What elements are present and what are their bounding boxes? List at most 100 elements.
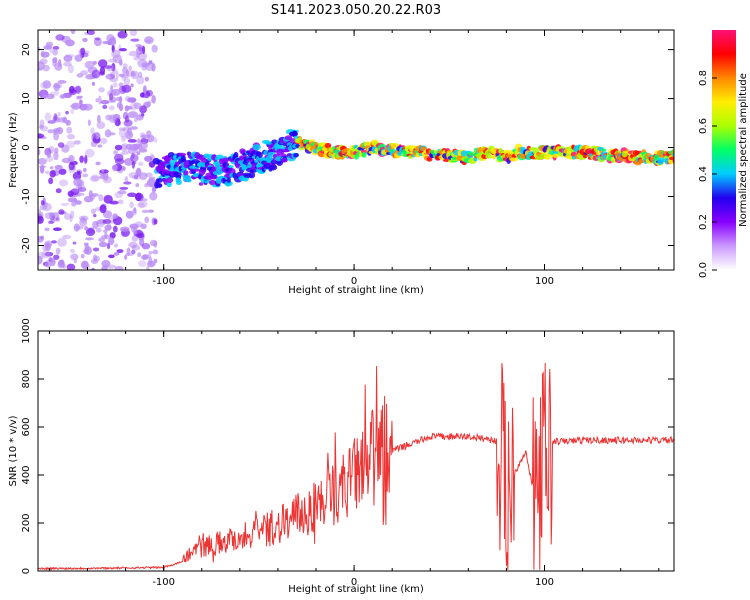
spectrogram-noise-point <box>96 114 101 124</box>
spectrogram-noise-point <box>125 252 135 257</box>
spectrogram-ridge-point <box>672 153 674 157</box>
spectrogram-noise-point <box>118 129 126 138</box>
spectrogram-noise-point <box>95 227 102 233</box>
spectrogram-noise-point <box>98 241 108 248</box>
spectrogram-noise-point <box>119 186 129 190</box>
spectrogram-noise-point <box>75 183 86 192</box>
spectrogram-noise-point <box>138 161 144 166</box>
spectrogram-noise-point <box>98 95 102 105</box>
spectrogram-noise-point <box>141 66 147 71</box>
spectrogram-noise-point <box>113 82 118 88</box>
spectrogram-noise-point <box>136 52 140 58</box>
spectrogram-noise-point <box>48 177 54 185</box>
spectrogram-noise-point <box>151 62 156 72</box>
spectrogram-noise-point <box>80 70 89 76</box>
spectrogram-noise-point <box>69 248 75 253</box>
spectrogram-noise-point <box>65 110 69 115</box>
spectrogram-noise-point <box>54 89 60 96</box>
spectrogram-noise-point <box>135 192 142 202</box>
spectrogram-noise-point <box>133 174 139 179</box>
spectrogram-noise-point <box>83 248 90 255</box>
spectrogram-noise-point <box>38 251 45 259</box>
spectrogram-noise-point <box>117 30 128 39</box>
spectrogram-noise-point <box>72 241 77 245</box>
spectrogram-noise-point <box>52 46 60 50</box>
spectrogram-noise-point <box>38 61 45 71</box>
spectrogram-ridge-point <box>509 157 519 162</box>
spectrogram-ridge-point <box>186 179 192 183</box>
spectrogram-noise-point <box>152 249 159 255</box>
spectrogram-ridge-point <box>485 154 493 159</box>
spectrogram-noise-point <box>87 30 95 36</box>
x-tick-label: 0 <box>351 276 357 287</box>
y-tick-label: 10 <box>21 92 32 105</box>
spectrogram-noise-point <box>151 94 156 104</box>
x-tick-label: 100 <box>535 577 554 588</box>
spectrogram-noise-point <box>137 52 148 61</box>
spectrogram-noise-point <box>153 137 158 144</box>
spectrogram-noise-point <box>136 76 145 85</box>
spectrogram-noise-point <box>67 133 76 140</box>
spectrogram-noise-point <box>128 172 138 179</box>
spectrogram-noise-point <box>84 154 88 164</box>
spectrogram-noise-point <box>141 242 151 250</box>
spectrogram-noise-point <box>52 58 57 67</box>
spectrogram-noise-point <box>147 209 155 213</box>
spectrogram-noise-point <box>38 236 44 243</box>
spectrogram-noise-point <box>130 38 140 42</box>
spectrogram-noise-point <box>103 194 113 204</box>
spectrogram-noise-point <box>49 91 55 99</box>
spectrogram-noise-point <box>93 37 102 47</box>
spectrogram-noise-point <box>114 191 124 199</box>
spectrogram-noise-point <box>123 119 133 127</box>
spectrogram-noise-point <box>93 132 100 140</box>
spectrogram-noise-point <box>60 202 70 206</box>
spectrogram-noise-point <box>142 45 146 55</box>
spectrogram-noise-point <box>133 226 138 235</box>
spectrogram-noise-point <box>123 181 132 185</box>
spectrogram-noise-point <box>53 131 60 141</box>
spectrogram-noise-point <box>74 54 83 62</box>
spectrogram-noise-point <box>136 46 144 55</box>
spectrogram-noise-point <box>108 105 115 111</box>
spectrogram-noise-point <box>92 60 97 65</box>
spectrogram-noise-point <box>114 158 125 165</box>
spectrogram-noise-point <box>112 68 119 74</box>
spectrogram-noise-point <box>113 243 119 248</box>
spectrogram-ridge-point <box>258 151 263 159</box>
spectrogram-noise-point <box>97 144 103 148</box>
spectrogram-noise-point <box>149 191 158 201</box>
spectrogram-ridge-point <box>198 169 206 176</box>
spectrogram-noise-point <box>137 71 143 78</box>
spectrogram-noise-point <box>63 54 73 62</box>
colorbar-ticks: 0.0 0.2 0.4 0.6 0.8 <box>698 70 717 278</box>
spectrogram-noise-point <box>47 152 51 158</box>
spectrogram-noise-point <box>131 235 139 242</box>
spectrogram-ridge-point <box>292 130 298 136</box>
spectrogram-noise-point <box>80 260 89 270</box>
spectrogram-noise-point <box>57 79 67 84</box>
y-tick-label: 1000 <box>21 318 32 343</box>
spectrogram-noise-point <box>55 34 65 41</box>
snr-series-line <box>38 362 674 571</box>
spectrogram-noise-point <box>120 144 128 152</box>
spectrogram-noise-point <box>118 127 126 131</box>
spectrogram-noise-point <box>58 59 62 68</box>
spectrogram-noise-point <box>109 77 118 82</box>
spectrogram-noise-point <box>115 72 119 80</box>
spectrogram-noise-point <box>49 120 54 124</box>
spectrogram-noise-point <box>124 105 130 112</box>
spectrogram-noise-point <box>138 141 148 150</box>
spectrogram-ridge-point <box>175 179 182 186</box>
spectrogram-noise-point <box>38 148 41 156</box>
spectrogram-noise-point <box>130 71 137 77</box>
spectrogram-noise-point <box>127 111 138 119</box>
spectrogram-noise-point <box>40 199 45 206</box>
spectrogram-noise-point <box>138 148 148 153</box>
y-tick-label: 200 <box>21 513 32 532</box>
spectrogram-noise-point <box>102 104 108 110</box>
spectrogram-noise-point <box>65 54 75 58</box>
spectrogram-noise-point <box>39 119 45 128</box>
